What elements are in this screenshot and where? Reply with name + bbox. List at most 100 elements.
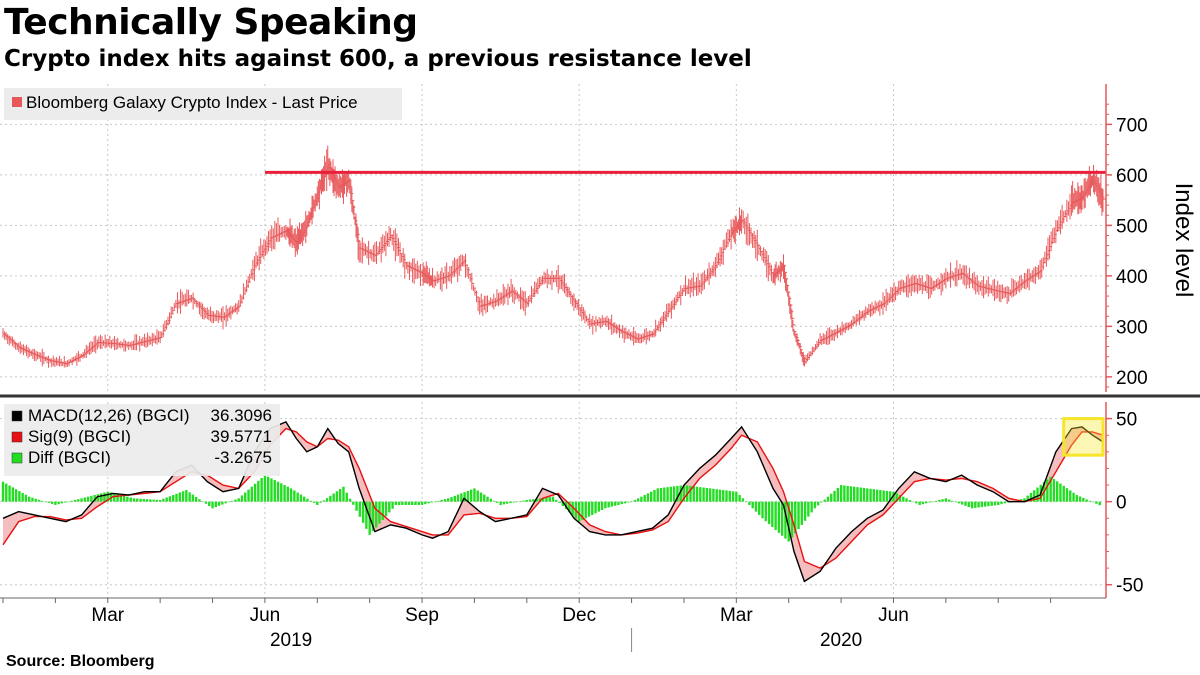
diff-bar xyxy=(106,491,109,502)
diff-bar xyxy=(1023,498,1026,502)
diff-bar xyxy=(1029,492,1033,502)
diff-bar xyxy=(820,501,823,503)
diff-bar xyxy=(283,485,286,502)
diff-bar xyxy=(679,485,682,502)
diff-bar xyxy=(260,477,263,502)
diff-bar xyxy=(983,501,987,507)
diff-bar xyxy=(695,486,699,502)
macd-legend-swatch xyxy=(11,452,23,464)
diff-bar xyxy=(433,501,437,503)
axes: 200 300 400 500 600 700 -50 0 50 Index level Mar Ju… xyxy=(0,84,1200,652)
diff-bar xyxy=(375,501,378,528)
diff-bar xyxy=(653,490,656,502)
diff-bar xyxy=(885,490,889,502)
diff-bar xyxy=(843,485,846,502)
diff-bar xyxy=(656,488,659,502)
macd-signal-fill xyxy=(1071,426,1083,446)
diff-bar xyxy=(175,493,178,502)
diff-bar xyxy=(659,487,663,502)
macd-legend-name: Sig(9) (BGCI) xyxy=(28,427,131,446)
diff-bar xyxy=(250,486,254,502)
diff-bar xyxy=(185,490,188,502)
diff-bar xyxy=(224,501,227,504)
diff-bar xyxy=(555,499,558,502)
diff-bar xyxy=(404,501,407,505)
diff-bar xyxy=(342,486,345,502)
diff-bar xyxy=(293,490,296,502)
diff-bar xyxy=(214,501,217,508)
diff-bar xyxy=(1059,483,1062,502)
diff-bar xyxy=(90,495,93,502)
diff-bar xyxy=(149,499,152,502)
diff-bar xyxy=(607,501,610,508)
diff-bar xyxy=(833,490,836,502)
diff-bar xyxy=(67,501,70,503)
diff-bar xyxy=(902,496,905,502)
price-bar xyxy=(238,300,242,312)
diff-bar xyxy=(1095,501,1098,504)
diff-bar xyxy=(600,501,604,510)
diff-bar xyxy=(21,492,24,502)
diff-bar xyxy=(1049,476,1052,502)
diff-bar xyxy=(640,496,643,502)
diff-bar xyxy=(316,501,319,505)
macd-signal-fill xyxy=(306,441,318,452)
diff-bar xyxy=(620,501,623,505)
diff-bar xyxy=(237,498,240,502)
macd-y-tick-label: 0 xyxy=(1116,493,1127,514)
diff-bar xyxy=(1,481,5,502)
diff-bar xyxy=(830,493,833,502)
diff-bar xyxy=(345,492,348,502)
diff-bar xyxy=(997,501,1000,505)
diff-bar xyxy=(515,501,519,503)
diff-bar xyxy=(139,498,142,502)
macd-y-tick-label: 50 xyxy=(1116,410,1137,431)
diff-bar xyxy=(365,501,368,529)
diff-bar xyxy=(100,493,103,502)
price-bar xyxy=(791,309,795,328)
diff-bar xyxy=(1085,499,1088,502)
diff-bar xyxy=(561,501,565,507)
diff-bar xyxy=(37,499,41,502)
diff-bar xyxy=(70,500,73,502)
diff-bar xyxy=(987,501,990,507)
diff-bar xyxy=(862,487,866,502)
diff-bar xyxy=(961,501,964,505)
diff-bar xyxy=(181,491,185,502)
macd-signal-fill xyxy=(699,455,716,479)
diff-bar xyxy=(1000,501,1003,505)
diff-bar xyxy=(934,500,938,502)
diff-bar xyxy=(748,501,751,505)
diff-bar xyxy=(764,501,767,522)
diff-bar xyxy=(849,486,853,502)
diff-bar xyxy=(122,495,126,502)
diff-bar xyxy=(253,483,257,502)
diff-bar xyxy=(162,498,165,502)
diff-bar xyxy=(1026,495,1029,502)
diff-bar xyxy=(813,501,817,509)
x-year-label: 2019 xyxy=(270,630,312,651)
diff-bar xyxy=(201,501,204,502)
price-bar xyxy=(468,267,472,279)
diff-bar xyxy=(725,490,728,502)
diff-bar xyxy=(1082,497,1085,502)
price-y-tick-label: 200 xyxy=(1116,368,1148,389)
diff-bar xyxy=(355,501,358,511)
macd-legend-value: 39.5771 xyxy=(211,427,272,446)
diff-bar xyxy=(918,501,921,505)
diff-bar xyxy=(1075,495,1079,502)
diff-bar xyxy=(168,496,172,502)
diff-bar xyxy=(96,494,100,502)
macd-signal-fill xyxy=(835,531,852,559)
diff-bar xyxy=(866,488,869,502)
diff-bar xyxy=(1003,501,1006,504)
price-bar xyxy=(472,284,476,292)
diff-bar xyxy=(852,486,856,502)
diff-bar xyxy=(676,485,679,502)
diff-bar xyxy=(970,501,974,509)
diff-bar xyxy=(875,489,879,502)
macd-signal-fill xyxy=(296,431,307,452)
diff-bar xyxy=(371,501,375,532)
price-bar xyxy=(792,319,796,332)
diff-bar xyxy=(93,495,96,502)
